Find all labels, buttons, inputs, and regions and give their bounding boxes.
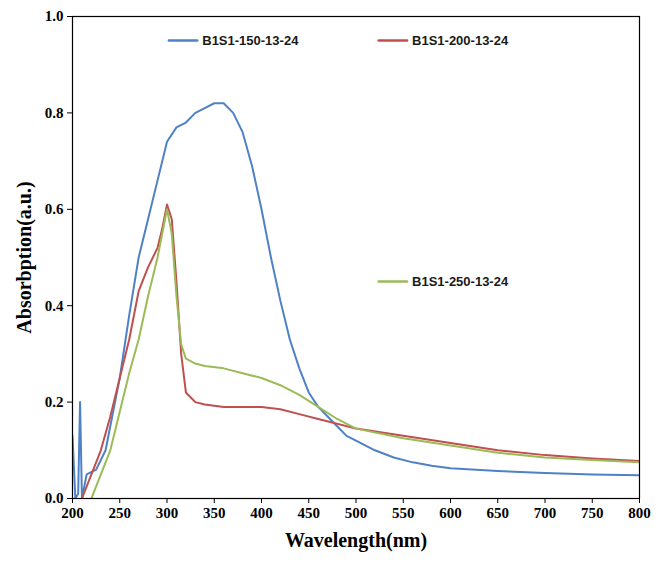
svg-text:200: 200: [61, 505, 84, 521]
svg-text:B1S1-150-13-24: B1S1-150-13-24: [202, 33, 299, 48]
svg-text:0.8: 0.8: [45, 105, 64, 121]
svg-text:0.2: 0.2: [45, 394, 64, 410]
svg-text:Wavelength(nm): Wavelength(nm): [285, 529, 427, 552]
svg-text:Absorbption(a.u.): Absorbption(a.u.): [13, 181, 36, 333]
svg-text:750: 750: [581, 505, 604, 521]
svg-text:300: 300: [156, 505, 179, 521]
svg-text:400: 400: [250, 505, 273, 521]
svg-text:650: 650: [487, 505, 510, 521]
svg-text:0.6: 0.6: [45, 201, 64, 217]
svg-text:250: 250: [109, 505, 132, 521]
svg-text:600: 600: [439, 505, 462, 521]
svg-text:800: 800: [628, 505, 651, 521]
svg-text:B1S1-200-13-24: B1S1-200-13-24: [412, 33, 509, 48]
svg-text:1.0: 1.0: [45, 8, 64, 24]
svg-text:0.4: 0.4: [45, 298, 64, 314]
svg-text:350: 350: [203, 505, 226, 521]
svg-text:450: 450: [298, 505, 321, 521]
svg-text:700: 700: [534, 505, 557, 521]
svg-text:550: 550: [392, 505, 415, 521]
svg-text:500: 500: [345, 505, 368, 521]
svg-text:B1S1-250-13-24: B1S1-250-13-24: [412, 274, 509, 289]
svg-text:0.0: 0.0: [45, 490, 64, 506]
